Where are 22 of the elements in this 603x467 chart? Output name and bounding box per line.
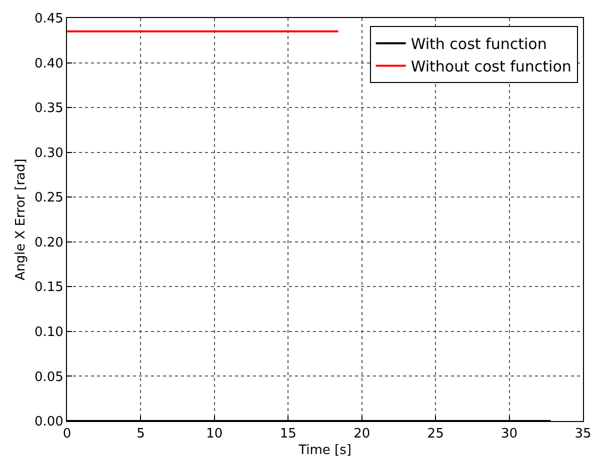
y-tick-label: 0.25: [34, 190, 64, 206]
y-axis-title: Angle X Error [rad]: [13, 158, 28, 280]
x-tick-label: 30: [501, 426, 518, 442]
y-tick-label: 0.10: [34, 324, 64, 340]
y-tick-label: 0.00: [34, 414, 64, 430]
x-axis-title: Time [s]: [298, 443, 352, 458]
y-tick-label: 0.20: [34, 235, 64, 250]
x-tick-label: 25: [427, 426, 444, 442]
legend-label: Without cost function: [410, 58, 572, 76]
y-tick-label: 0.05: [34, 370, 64, 385]
x-tick-label: 20: [354, 426, 370, 442]
x-tick-label: 0: [62, 426, 72, 442]
x-tick-label: 5: [136, 426, 145, 442]
x-tick-label: 15: [280, 426, 296, 442]
y-tick-label: 0.40: [34, 56, 64, 72]
y-tick-label: 0.35: [34, 101, 64, 116]
y-tick-label: 0.45: [34, 12, 64, 27]
legend-label: With cost function: [410, 35, 547, 54]
y-tick-label: 0.30: [34, 146, 64, 161]
y-tick-label: 0.15: [34, 280, 64, 296]
x-tick-label: 10: [206, 426, 223, 442]
x-tick-label: 35: [574, 426, 592, 442]
